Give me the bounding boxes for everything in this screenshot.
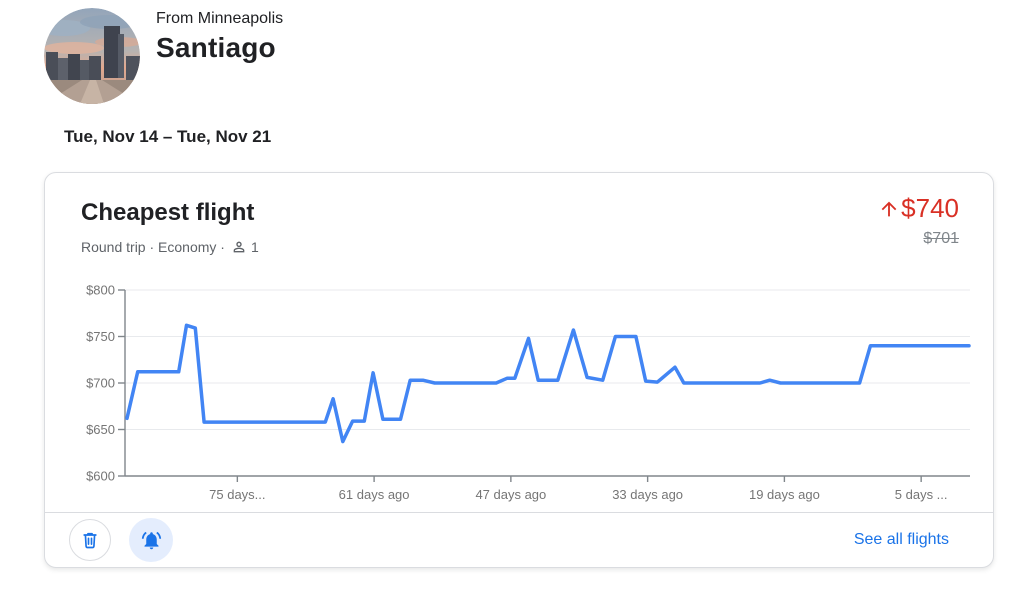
y-tick-label: $600 bbox=[86, 469, 115, 484]
x-tick-label: 5 days ... bbox=[895, 487, 948, 502]
delete-tracked-flight-button[interactable] bbox=[69, 519, 111, 561]
current-price: $740 bbox=[878, 193, 959, 224]
price-up-arrow-icon bbox=[881, 201, 897, 216]
see-all-flights-link[interactable]: See all flights bbox=[853, 531, 949, 548]
origin-label: From Minneapolis bbox=[156, 10, 284, 27]
passenger-count: 1 bbox=[250, 239, 259, 255]
santiago-skyline-image bbox=[44, 8, 140, 104]
current-price-value: $740 bbox=[901, 193, 959, 223]
price-history-line-chart: $800 $750 $700 $650 $600 75 days... 61 days ag… bbox=[86, 283, 971, 502]
y-tick-label: $750 bbox=[86, 329, 115, 344]
previous-price: $701 bbox=[923, 230, 959, 247]
x-tick-label: 19 days ago bbox=[749, 487, 820, 502]
x-tick-label: 61 days ago bbox=[339, 487, 410, 502]
trash-icon bbox=[83, 532, 97, 549]
trip-summary: Round trip · Economy · 1 bbox=[81, 239, 259, 255]
destination-title: Santiago bbox=[156, 32, 276, 63]
price-history-chart: $800 $750 $700 $650 $600 75 days... 61 days ag… bbox=[67, 283, 990, 510]
price-line bbox=[125, 323, 971, 444]
card-footer: See all flights bbox=[45, 512, 993, 567]
y-tick-label: $650 bbox=[86, 422, 115, 437]
trip-dates: Tue, Nov 14 – Tue, Nov 21 bbox=[64, 127, 272, 146]
tracked-flight-card: Cheapest flight Round trip · Economy · 1… bbox=[44, 172, 994, 568]
y-tick-label: $700 bbox=[86, 376, 115, 391]
person-icon bbox=[233, 241, 245, 253]
x-tick-label: 47 days ago bbox=[475, 487, 546, 502]
price-block: $740 $701 bbox=[878, 193, 959, 248]
destination-photo bbox=[44, 8, 140, 104]
price-alerts-toggle-button[interactable] bbox=[129, 518, 173, 562]
y-tick-label: $800 bbox=[86, 283, 115, 298]
x-tick-label: 75 days... bbox=[209, 487, 265, 502]
trip-summary-text: Round trip · Economy · bbox=[81, 239, 225, 255]
notifications-active-icon bbox=[141, 531, 161, 549]
x-tick-label: 33 days ago bbox=[612, 487, 683, 502]
card-title: Cheapest flight bbox=[81, 199, 255, 226]
